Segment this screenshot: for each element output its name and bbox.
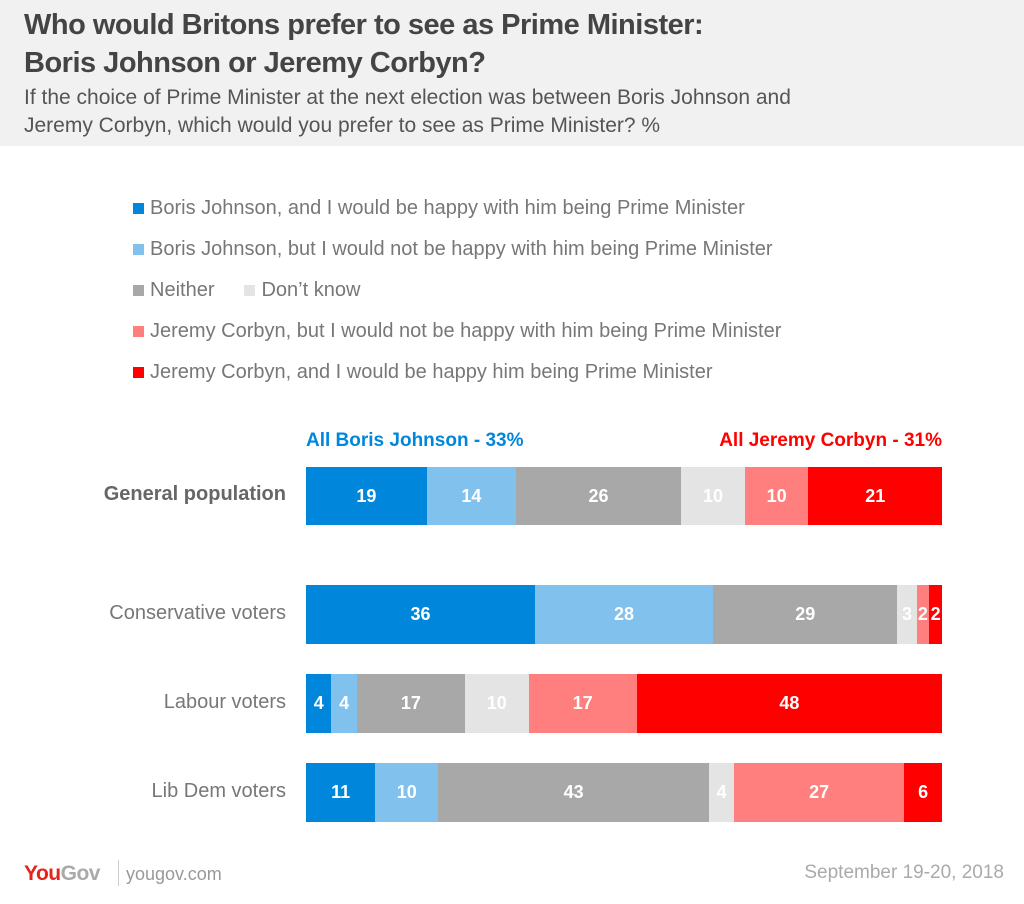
- data-label: 36: [410, 604, 431, 624]
- bar-labour-voters: 4 4 17 10 17 48: [306, 674, 942, 733]
- subtitle-line-2: Jeremy Corbyn, which would you prefer to…: [24, 114, 661, 137]
- row-label-conservative-voters: Conservative voters: [109, 602, 286, 624]
- data-label: 17: [400, 693, 421, 713]
- row-label-general-population: General population: [103, 483, 286, 505]
- bar-segment-neither: 29: [713, 585, 898, 644]
- legend-item-corbyn-happy: Jeremy Corbyn, and I would be happy him …: [133, 360, 712, 384]
- legend-label: Neither: [150, 279, 215, 301]
- data-label: 2: [917, 604, 928, 624]
- bar-segment-corbyn-happy: 6: [904, 763, 942, 822]
- data-label: 43: [563, 782, 584, 802]
- data-label: 11: [331, 782, 351, 802]
- data-label: 4: [716, 782, 727, 802]
- footer-url: yougov.com: [126, 864, 222, 884]
- data-label: 29: [795, 604, 816, 624]
- data-label: 10: [396, 782, 417, 802]
- row-label-lib-dem-voters: Lib Dem voters: [151, 780, 287, 802]
- legend-swatch: [133, 367, 144, 378]
- bar-segment-corbyn-happy: 48: [636, 674, 942, 733]
- bar-segment-corbyn-not-happy: 27: [734, 763, 905, 822]
- bar-conservative-voters: 36 28 29 3 2 2: [306, 585, 942, 644]
- bar-segment-dont-know: 3: [897, 585, 917, 644]
- data-label: 3: [902, 604, 913, 624]
- bar-segment-neither: 17: [356, 674, 465, 733]
- bar-segment-corbyn-not-happy: 17: [528, 674, 637, 733]
- bar-segment-dont-know: 10: [681, 467, 745, 525]
- legend-swatch: [133, 326, 144, 337]
- all-boris-johnson-annotation: All Boris Johnson - 33%: [306, 430, 524, 451]
- bar-segment-dont-know: 4: [709, 763, 735, 822]
- bar-segment-boris-happy: 4: [306, 674, 332, 733]
- legend-label: Boris Johnson, but I would not be happy …: [150, 238, 773, 260]
- data-label: 28: [613, 604, 634, 624]
- yougov-logo: YouGov: [24, 862, 100, 886]
- legend-item-neither: Neither: [133, 278, 214, 302]
- subtitle-line-1: If the choice of Prime Minister at the n…: [24, 86, 791, 109]
- legend-row-neither-dontknow: Neither Don’t know: [133, 278, 390, 302]
- footer-date: September 19-20, 2018: [804, 862, 1004, 883]
- legend-label: Jeremy Corbyn, but I would not be happy …: [150, 320, 782, 342]
- bar-segment-boris-not-happy: 10: [375, 763, 439, 822]
- chart-title: Who would Britons prefer to see as Prime…: [24, 6, 704, 82]
- data-label: 4: [313, 693, 324, 713]
- bar-segment-boris-not-happy: 28: [534, 585, 714, 644]
- legend-item-corbyn-not-happy: Jeremy Corbyn, but I would not be happy …: [133, 319, 781, 343]
- legend-label: Jeremy Corbyn, and I would be happy him …: [150, 361, 713, 383]
- bar-segment-boris-happy: 11: [306, 763, 376, 822]
- header: Who would Britons prefer to see as Prime…: [0, 0, 1024, 146]
- data-label: 17: [572, 693, 593, 713]
- chart-subtitle: If the choice of Prime Minister at the n…: [24, 84, 791, 140]
- bar-segment-boris-not-happy: 4: [331, 674, 357, 733]
- data-label: 27: [809, 782, 830, 802]
- data-label: 4: [339, 693, 350, 713]
- data-label: 10: [766, 485, 787, 506]
- legend-item-dont-know: Don’t know: [244, 278, 360, 302]
- bar-segment-corbyn-happy: 2: [929, 585, 942, 644]
- data-label: 6: [918, 782, 929, 802]
- legend-label: Boris Johnson, and I would be happy with…: [150, 197, 745, 219]
- bar-segment-boris-happy: 19: [306, 467, 427, 525]
- row-label-labour-voters: Labour voters: [163, 691, 286, 713]
- data-label: 19: [356, 485, 377, 506]
- legend-swatch: [133, 244, 144, 255]
- footer-divider: [118, 860, 119, 886]
- bar-segment-corbyn-not-happy: 10: [744, 467, 809, 525]
- logo-gov: Gov: [60, 862, 101, 885]
- bar-segment-corbyn-not-happy: 2: [916, 585, 930, 644]
- all-jeremy-corbyn-annotation: All Jeremy Corbyn - 31%: [719, 430, 942, 451]
- title-line-1: Who would Britons prefer to see as Prime…: [24, 9, 704, 41]
- legend-label: Don’t know: [261, 279, 361, 301]
- data-label: 26: [588, 485, 609, 506]
- data-label: 10: [703, 485, 724, 506]
- legend-swatch: [133, 203, 144, 214]
- legend-item-boris-not-happy: Boris Johnson, but I would not be happy …: [133, 237, 773, 261]
- bar-segment-corbyn-happy: 21: [808, 467, 942, 525]
- bar-segment-dont-know: 10: [465, 674, 529, 733]
- bar-segment-boris-not-happy: 14: [426, 467, 516, 525]
- title-line-2: Boris Johnson or Jeremy Corbyn?: [24, 47, 486, 79]
- data-label: 14: [461, 485, 482, 506]
- legend-item-boris-happy: Boris Johnson, and I would be happy with…: [133, 196, 745, 220]
- legend-swatch: [244, 285, 256, 296]
- data-label: 48: [779, 693, 800, 713]
- bar-segment-neither: 26: [515, 467, 682, 525]
- data-label: 21: [865, 485, 886, 506]
- bar-lib-dem-voters: 11 10 43 4 27 6: [306, 763, 942, 822]
- bar-general-population: 19 14 26 10 10 21: [306, 467, 942, 525]
- data-label: 2: [930, 604, 941, 624]
- logo-you: You: [24, 862, 61, 885]
- legend-swatch: [133, 285, 144, 296]
- data-label: 10: [486, 693, 507, 713]
- bar-segment-neither: 43: [438, 763, 709, 822]
- bar-segment-boris-happy: 36: [306, 585, 535, 644]
